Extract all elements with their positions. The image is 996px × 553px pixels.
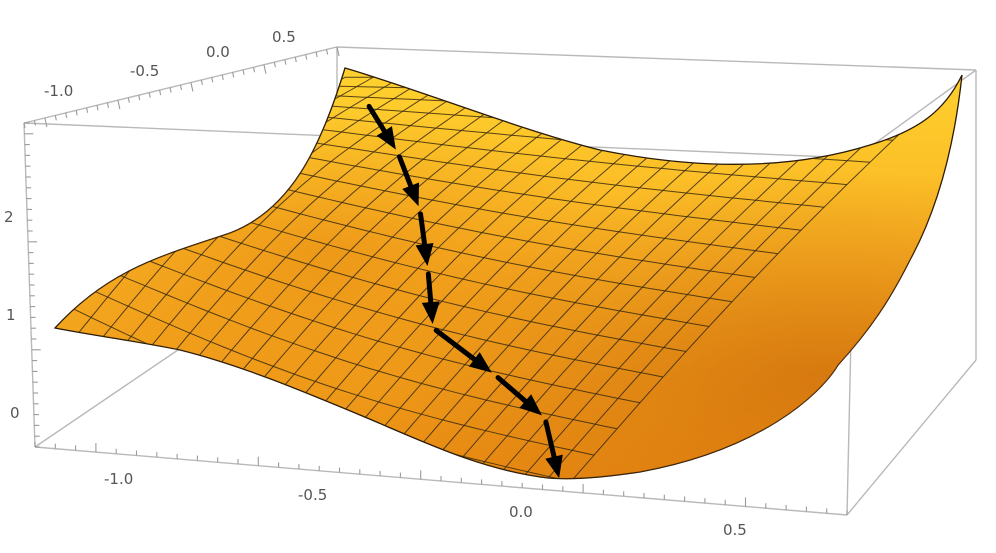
mesh-line-v — [232, 142, 802, 231]
z-tick-label: 1 — [6, 306, 16, 324]
y-axis-tick — [263, 64, 267, 74]
y-axis-tick — [86, 107, 89, 113]
y-axis-tick — [326, 49, 329, 55]
x-tick-label: -1.0 — [104, 470, 133, 488]
y-axis-tick — [252, 67, 256, 73]
y-axis-tick — [294, 57, 297, 63]
mesh-line-v — [264, 121, 848, 186]
y-axis-tick — [148, 92, 151, 98]
z-tick-label: 0 — [10, 404, 20, 422]
y-axis-tick — [232, 72, 235, 78]
y-tick-label: -1.0 — [44, 82, 73, 100]
y-axis-tick — [179, 84, 183, 91]
y-axis-tick — [200, 79, 203, 86]
descent-arrow-head — [415, 243, 434, 267]
y-axis-tick — [96, 105, 99, 111]
descent-arrow-head — [376, 126, 396, 150]
mesh-line-v — [167, 197, 710, 327]
surface-shade-valley — [55, 68, 962, 479]
box-back-top-edge — [23, 46, 977, 124]
descent-arrow — [415, 211, 434, 267]
y-axis-tick — [33, 120, 36, 126]
descent-arrow-head — [468, 352, 492, 373]
x-axis-tick-labels: -1.0 -0.5 0.0 0.5 — [104, 470, 747, 539]
y-axis-tick — [336, 46, 340, 57]
y-tick-label: 0.0 — [206, 43, 230, 61]
descent-arrow — [366, 103, 396, 150]
mesh-line-v — [151, 213, 687, 352]
x-tick-label: -0.5 — [298, 486, 327, 504]
y-axis-tick — [273, 62, 276, 68]
descent-arrow-shaft — [495, 375, 528, 404]
y-axis-tick — [65, 112, 68, 118]
descent-arrow-shaft — [543, 419, 557, 460]
y-axis-tick — [127, 97, 130, 103]
descent-arrow-shaft — [418, 211, 428, 247]
descent-arrow — [396, 154, 420, 207]
x-tick-label: 0.5 — [723, 521, 747, 539]
mesh-line-v — [119, 248, 641, 404]
y-axis-tick — [117, 100, 121, 110]
mesh-line-v — [86, 287, 595, 456]
z-tick-label: 2 — [4, 208, 14, 226]
descent-arrow-shaft — [396, 154, 414, 189]
mesh-line-v — [199, 167, 756, 278]
axis-ticks — [23, 46, 848, 515]
y-axis-tick — [315, 51, 318, 58]
descent-arrow-head — [421, 301, 440, 325]
descent-arrow-head — [519, 394, 542, 416]
mesh-line-v — [135, 230, 664, 378]
y-axis-tick — [54, 115, 57, 121]
mesh-line-v — [183, 182, 733, 303]
descent-arrow-shaft — [425, 271, 434, 305]
descent-arrow — [495, 375, 542, 416]
y-axis-tick — [159, 89, 162, 96]
mesh-line-v — [248, 131, 825, 208]
y-tick-label: 0.5 — [272, 28, 296, 46]
y-axis-tick — [305, 54, 308, 60]
y-axis-tick-labels: -1.0 -0.5 0.0 0.5 — [44, 28, 296, 100]
y-axis-tick — [44, 117, 48, 128]
descent-arrow-head — [402, 182, 420, 207]
y-tick-label: -0.5 — [130, 62, 159, 80]
descent-arrow — [433, 327, 492, 373]
box-back-bottom-edge — [34, 334, 201, 448]
y-axis-tick — [75, 110, 78, 116]
x-tick-label: 0.0 — [509, 503, 533, 521]
descent-arrows — [366, 103, 563, 479]
mesh-line-v — [344, 74, 962, 78]
z-axis-tick-labels: 2 1 0 — [4, 208, 20, 422]
y-axis-tick — [211, 77, 214, 83]
y-axis-tick — [23, 122, 26, 129]
descent-arrow — [421, 271, 440, 325]
descent-arrow-shaft — [366, 103, 387, 134]
y-axis-tick — [138, 95, 141, 101]
box-right-bottom-edge — [846, 359, 977, 516]
mesh-line-v — [215, 154, 779, 255]
y-axis-tick — [190, 82, 194, 92]
y-axis-tick — [284, 59, 287, 65]
surface — [53, 67, 963, 480]
descent-arrow-shaft — [433, 327, 477, 362]
descent-arrow — [543, 419, 563, 479]
y-axis-tick — [106, 102, 110, 108]
y-axis-tick — [242, 69, 245, 75]
y-axis-tick — [169, 87, 172, 93]
descent-arrow-head — [545, 454, 563, 479]
y-axis-tick — [221, 74, 224, 80]
